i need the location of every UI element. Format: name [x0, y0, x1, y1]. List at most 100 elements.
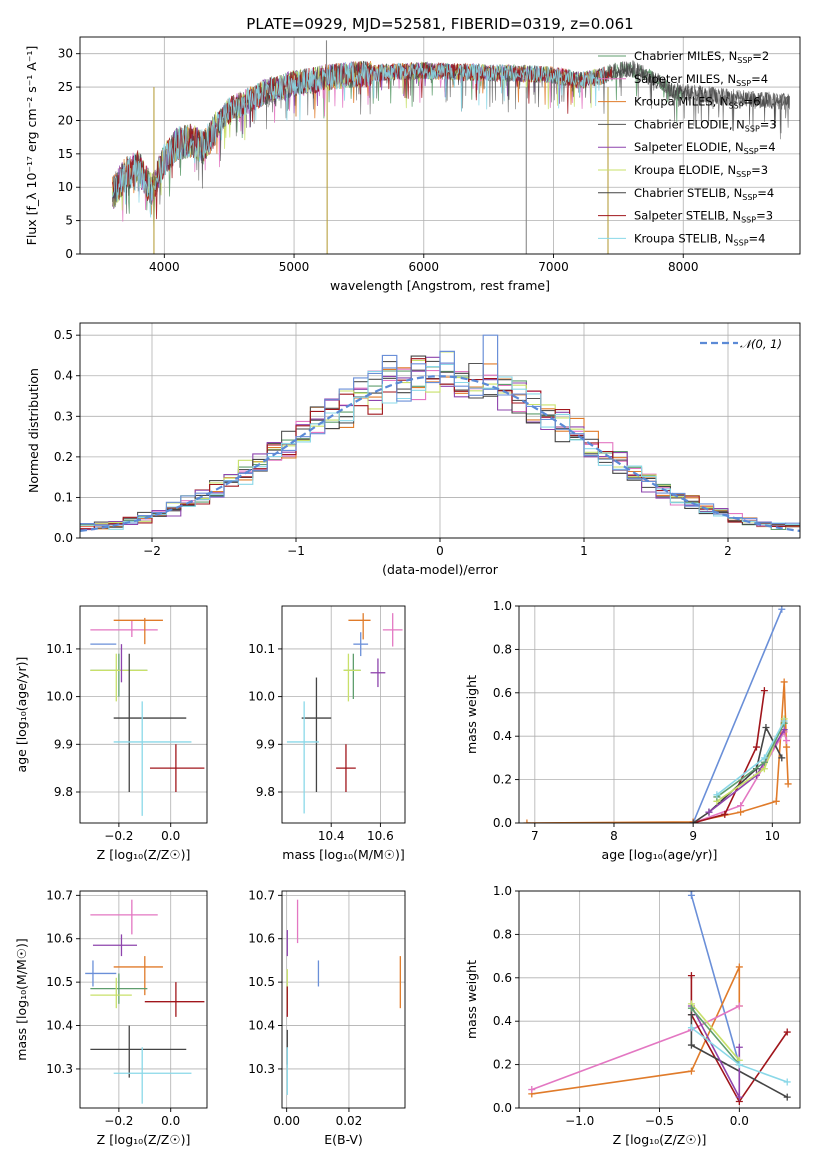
legend-label-subscript: SSP — [736, 79, 751, 88]
x-tick-label: −0.2 — [104, 1114, 133, 1128]
y-tick-label: 25 — [58, 80, 73, 94]
legend-label-text: Chabrier ELODIE, N — [634, 117, 745, 131]
y-tick-label: 5 — [65, 214, 73, 228]
weight-marker — [737, 802, 745, 810]
y-tick-label: 0.8 — [493, 642, 512, 656]
weight-marker — [687, 1024, 695, 1032]
weight-line-2 — [531, 966, 741, 1095]
axes-frame — [281, 605, 406, 824]
y-tick-label: 10.7 — [46, 888, 73, 902]
y-axis-label: mass weight — [464, 960, 479, 1039]
y-tick-label: 10.6 — [46, 932, 73, 946]
y-tick-label: 1.0 — [493, 884, 512, 898]
legend-label-subscript: SSP — [742, 193, 757, 202]
legend-label-text: Chabrier STELIB, N — [634, 186, 742, 200]
legend-label-subscript: SSP — [734, 238, 749, 247]
weight-marker — [735, 1043, 743, 1051]
y-tick-label: 20 — [58, 113, 73, 127]
weight-marker — [713, 791, 721, 799]
weight-line-8 — [690, 1007, 740, 1066]
y-tick-label: 0.2 — [54, 450, 73, 464]
y-tick-label: 0 — [65, 247, 73, 261]
x-tick-label: 10.6 — [367, 829, 394, 843]
weight-marker — [721, 810, 729, 818]
weight-marker — [778, 754, 786, 762]
x-tick-label: 7 — [531, 829, 539, 843]
legend-label: Kroupa MILES, NSSP=6 — [634, 95, 760, 111]
y-tick-label: 10.1 — [248, 642, 275, 656]
weight-marker — [780, 717, 788, 725]
weight-marker — [780, 678, 788, 686]
axes-frame — [281, 890, 406, 1109]
weight-marker — [687, 1011, 695, 1019]
y-tick-label: 0.2 — [493, 1058, 512, 1072]
legend-normal-label: 𝒩(0, 1) — [740, 337, 782, 351]
panel-0: 4000 5000 6000 7000 8000 0 5 10 15 20 25 30 waveleng… — [24, 36, 801, 293]
weight-marker — [783, 743, 791, 751]
x-tick-label: 6000 — [409, 260, 440, 274]
plot-area — [523, 606, 792, 823]
x-tick-label: 0.0 — [730, 1114, 749, 1128]
y-tick-label: 10.1 — [46, 642, 73, 656]
legend-label-count: =4 — [759, 140, 776, 154]
legend-label-count: =3 — [751, 163, 768, 177]
weight-marker — [778, 606, 786, 613]
y-tick-label: 10.0 — [248, 690, 275, 704]
x-axis-label: Z [log₁₀(Z/Z☉)] — [97, 847, 191, 862]
weight-line-1 — [692, 608, 783, 823]
y-tick-label: 0.2 — [493, 773, 512, 787]
x-tick-label: 1 — [580, 544, 588, 558]
x-tick-label: 0 — [436, 544, 444, 558]
legend-label: Kroupa ELODIE, NSSP=3 — [634, 163, 768, 179]
panel-4: 7 8 9 10 0.0 0.2 0.4 0.6 0.8 1.0 age [log₁₀(age/yr… — [464, 599, 801, 862]
weight-marker — [687, 1067, 695, 1075]
weight-marker — [783, 1078, 791, 1086]
legend-label-subscript: SSP — [729, 102, 744, 111]
x-tick-label: 4000 — [149, 260, 180, 274]
y-axis-label: age [log₁₀(age/yr)] — [14, 657, 29, 773]
x-tick-label: 7000 — [538, 260, 569, 274]
weight-marker — [783, 737, 791, 745]
axes-frame — [79, 605, 208, 824]
y-tick-label: 0.1 — [54, 490, 73, 504]
y-tick-label: 0.0 — [54, 531, 73, 545]
legend-label-count: =4 — [757, 186, 774, 200]
plot-area — [85, 899, 205, 1104]
legend-label: Salpeter MILES, NSSP=4 — [634, 72, 768, 88]
plot-area — [528, 891, 791, 1105]
legend-label-count: =3 — [756, 209, 773, 223]
axes-frame — [79, 322, 801, 539]
weight-marker — [783, 1028, 791, 1036]
panel-3: 10.4 10.6 9.8 9.9 10.0 10.1 mass [log₁₀(M/M☉)] — [248, 605, 406, 862]
spectrum-line-7 — [112, 60, 790, 214]
axes-frame — [518, 890, 801, 1109]
weight-marker — [737, 808, 745, 816]
weight-marker — [772, 797, 780, 805]
x-tick-label: −2 — [143, 544, 161, 558]
y-tick-label: 9.9 — [54, 737, 73, 751]
legend-label-text: Salpeter ELODIE, N — [634, 140, 744, 154]
y-tick-label: 10.5 — [46, 975, 73, 989]
y-tick-label: 0.4 — [54, 369, 73, 383]
y-tick-label: 9.8 — [256, 785, 275, 799]
y-tick-label: 10.0 — [46, 690, 73, 704]
legend-label-subscript: SSP — [737, 56, 752, 65]
legend-label: Salpeter ELODIE, NSSP=4 — [634, 140, 776, 156]
legend-label-subscript: SSP — [736, 170, 751, 179]
x-tick-label: 0.00 — [273, 1114, 300, 1128]
weight-marker — [760, 687, 768, 695]
legend-label-text: Chabrier MILES, N — [634, 49, 737, 63]
x-axis-label: Z [log₁₀(Z/Z☉)] — [97, 1132, 191, 1147]
weight-marker — [783, 1093, 791, 1101]
plot-area — [90, 617, 205, 816]
y-axis-label: Normed distribution — [26, 368, 41, 493]
y-tick-label: 9.8 — [54, 785, 73, 799]
x-axis-label: E(B-V) — [324, 1132, 363, 1147]
panel-2: −0.2 0.0 9.8 9.9 10.0 10.1 Z [log₁₀(Z/Z☉)] age … — [14, 605, 208, 862]
panel-5: −0.2 0.0 10.3 10.4 10.5 10.6 10.7 Z [log₁₀(Z/Z☉… — [14, 888, 208, 1147]
weight-marker — [735, 1002, 743, 1010]
x-axis-label: Z [log₁₀(Z/Z☉)] — [613, 1132, 707, 1147]
x-tick-label: 0.0 — [161, 1114, 180, 1128]
plot-area — [286, 613, 403, 814]
